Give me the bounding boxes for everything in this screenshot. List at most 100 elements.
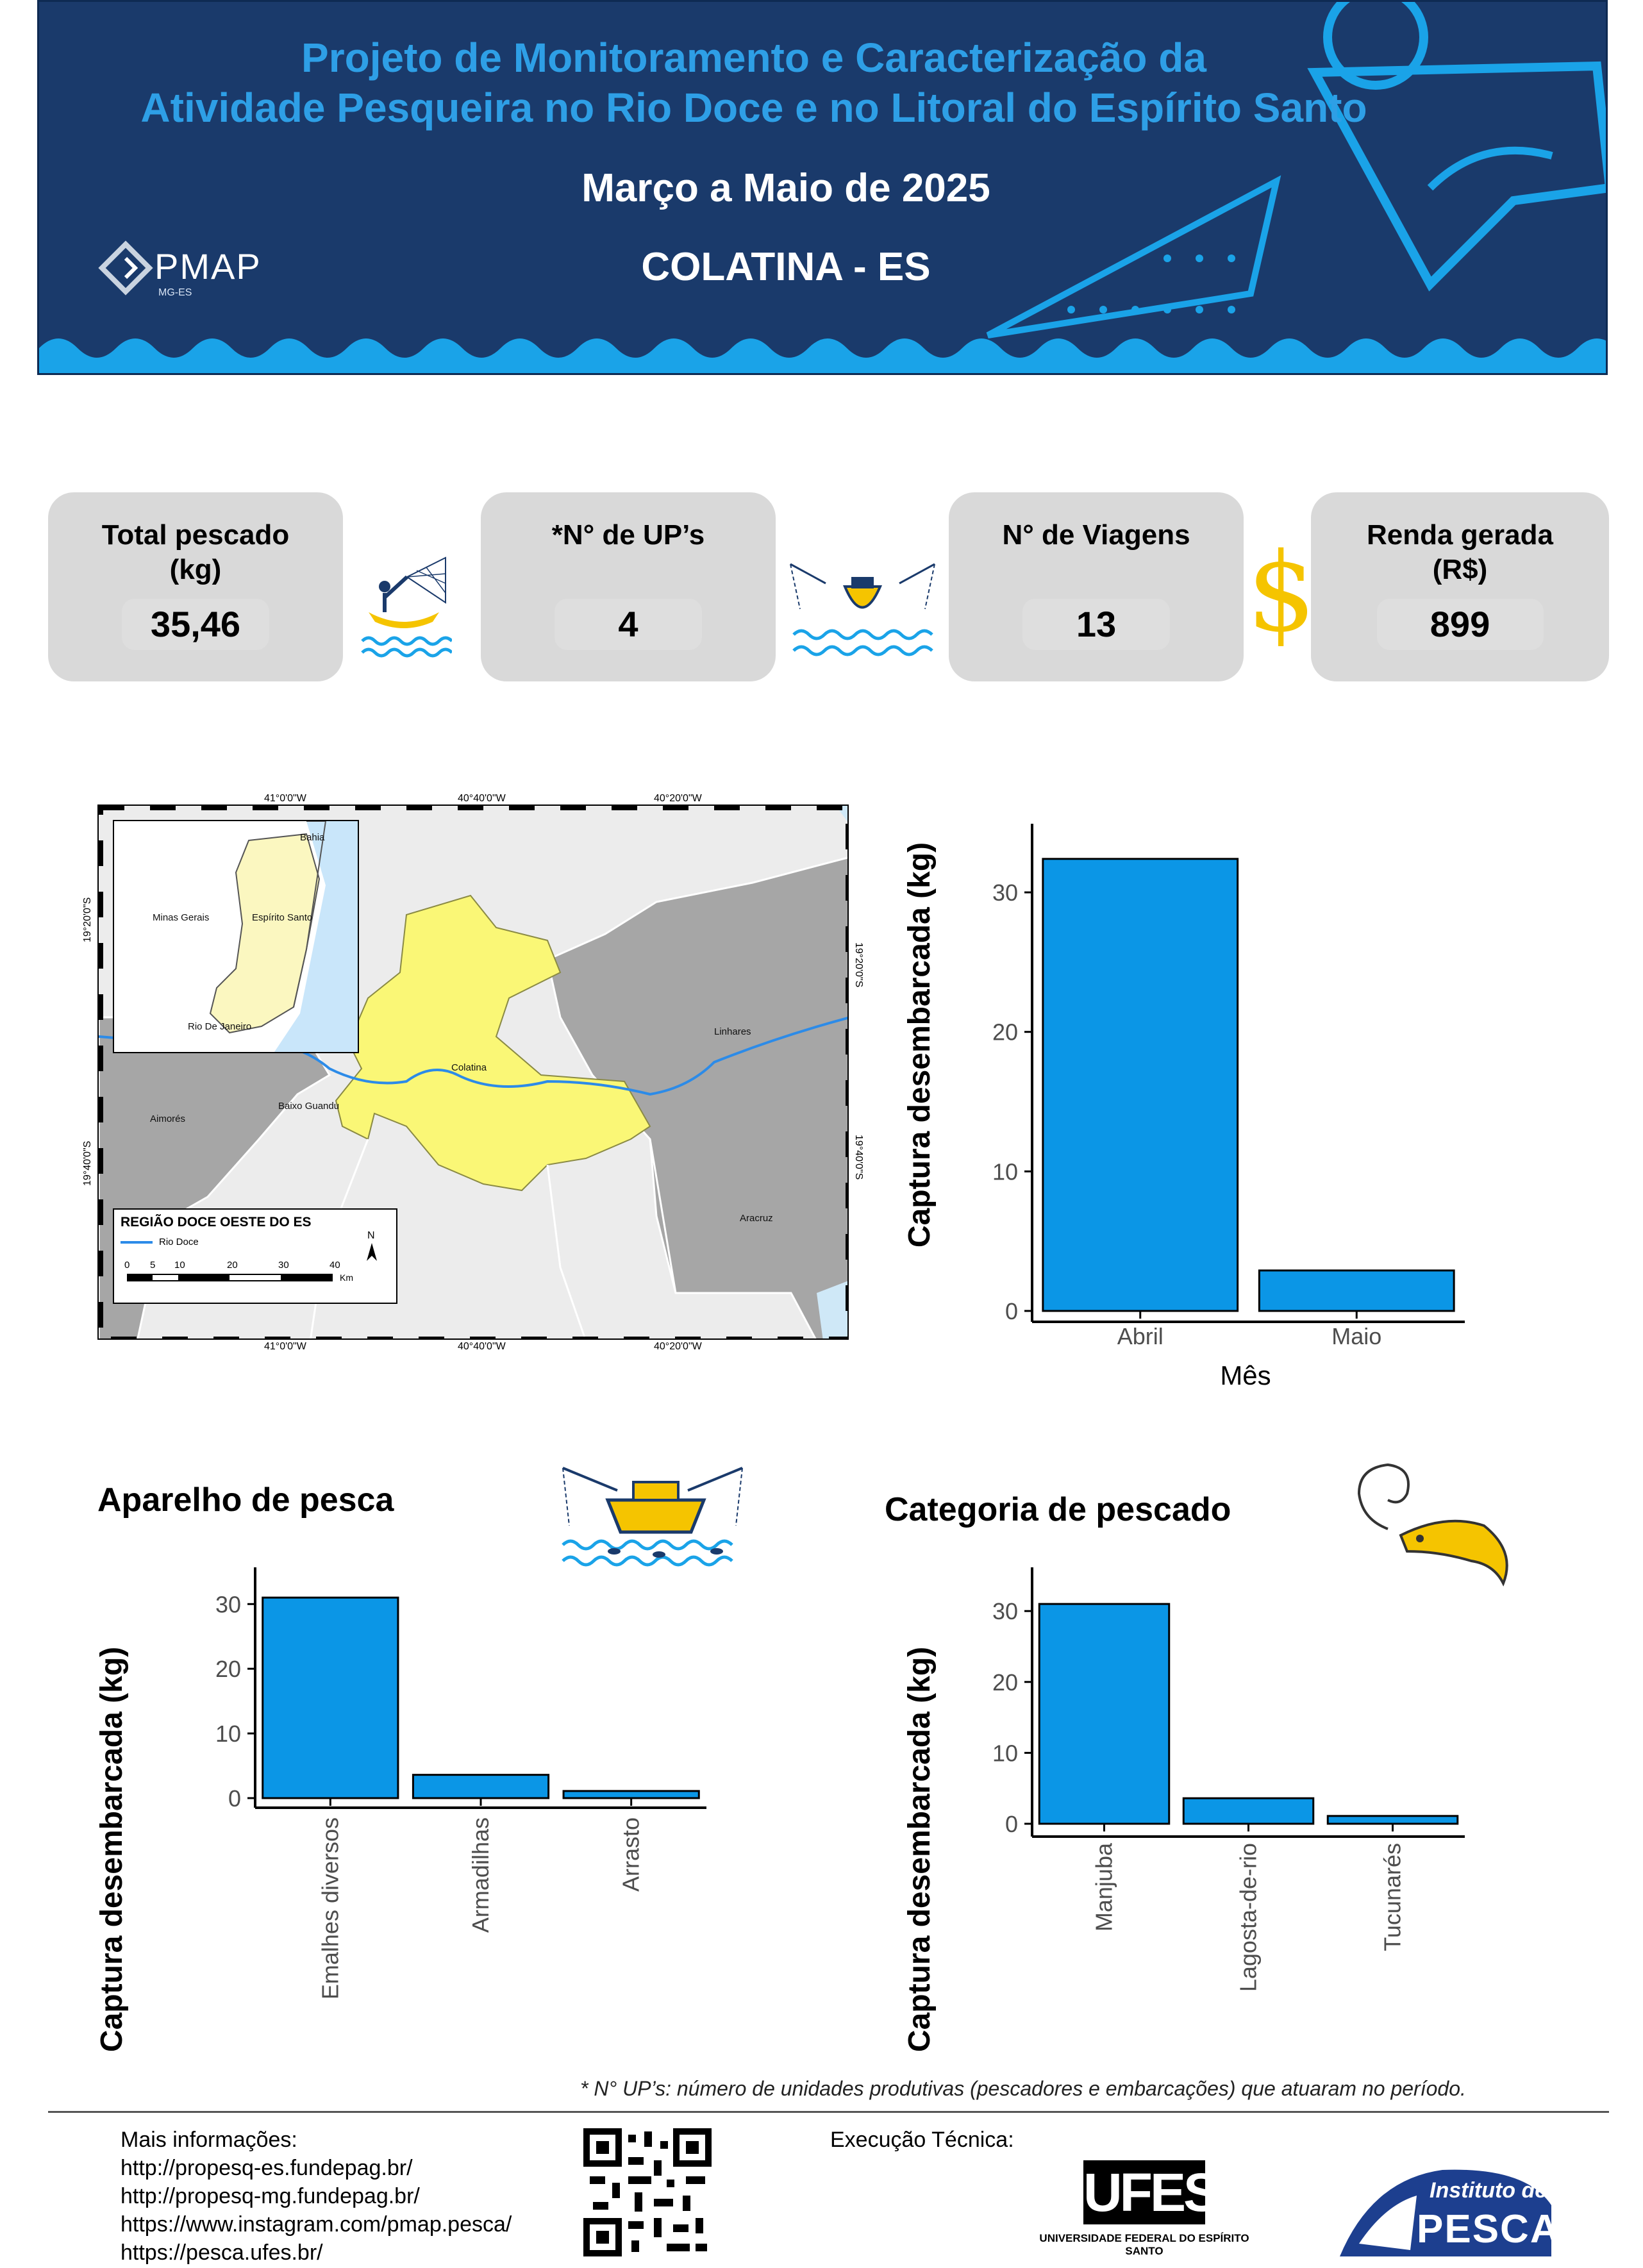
chart-category-bars (1038, 1603, 1459, 1825)
pmap-diamond-icon (98, 240, 153, 296)
chart-gear-xticks: Emalhes diversos Armadilhas Arrasto (317, 1798, 644, 1999)
lat-label-left-2: 19°40'0"S (82, 1141, 94, 1186)
chart-capture-by-month: Captura desembarcada (kg) 0 10 20 30 Abril M… (903, 824, 1465, 1390)
footer-link[interactable]: https://www.instagram.com/pmap.pesca/ (121, 2212, 512, 2237)
x-tick-label: Arrasto (618, 1817, 644, 1892)
shrimp-icon (1357, 1463, 1508, 1587)
header-title-line1: Projeto de Monitoramento e Caracterizaçã… (301, 35, 1206, 81)
inset-canvas: Bahia Minas Gerais Espírito Santo Rio De… (153, 821, 358, 1052)
scale-bar (127, 1274, 333, 1281)
qr-code-icon[interactable] (583, 2128, 712, 2256)
instituto-de-pesca-logo: Instituto de PESCA (1333, 2167, 1560, 2263)
wave-decoration (39, 338, 1606, 373)
chart-month-yticks: 0 10 20 30 (992, 880, 1032, 1324)
pmap-logo-text: PMAP (154, 246, 262, 287)
stat-label-unit: (kg) (169, 554, 222, 585)
legend-river-swatch (121, 1241, 153, 1244)
y-tick-label: 10 (215, 1721, 241, 1747)
stat-num-ups: *N° de UP’s 4 (481, 492, 776, 681)
y-tick-label: 10 (992, 1740, 1018, 1766)
lat-label-right-1: 19°20'0"S (853, 942, 864, 987)
chart-gear-bars (262, 1596, 700, 1799)
trawler-boat-icon (790, 563, 935, 656)
lon-label: 40°40'0"W (458, 1341, 506, 1352)
footer-more-info-label: Mais informações: (121, 2128, 297, 2152)
y-tick-label: 20 (992, 1019, 1018, 1046)
header-banner: Projeto de Monitoramento e Caracterizaçã… (37, 0, 1608, 375)
place-aracruz: Aracruz (740, 1213, 773, 1224)
lon-label: 40°20'0"W (654, 1341, 702, 1352)
y-tick-label: 30 (215, 1591, 241, 1617)
lon-label: 41°0'0"W (264, 1341, 306, 1352)
legend-title: REGIÃO DOCE OESTE DO ES (121, 1215, 312, 1230)
scale-unit: Km (340, 1272, 353, 1283)
scale-labels: 0 5 10 20 30 40 (124, 1260, 374, 1272)
map-bottom-labels: 41°0'0"W 40°40'0"W 40°20'0"W (97, 1341, 849, 1354)
bar (262, 1596, 399, 1799)
chart-month-xlabel: Mês (1220, 1360, 1271, 1390)
north-arrow-shape (367, 1243, 377, 1261)
bar (1038, 1603, 1171, 1825)
y-tick-label: 30 (992, 880, 1018, 906)
place-aimores: Aimorés (150, 1113, 185, 1124)
chart-category-ylabel: Captura desembarcada (kg) (903, 1647, 937, 2052)
bar (1042, 858, 1239, 1312)
map-inset: Bahia Minas Gerais Espírito Santo Rio De… (113, 820, 359, 1053)
bar (562, 1790, 700, 1799)
y-tick-label: 10 (992, 1158, 1018, 1185)
ip-bottom-text: PESCA (1417, 2207, 1560, 2251)
x-tick-label: Tucunarés (1380, 1843, 1406, 1951)
x-tick-label: Lagosta-de-rio (1235, 1843, 1262, 1992)
footer-more-info: Mais informações: http://propesq-es.fund… (121, 2126, 512, 2267)
map-top-labels: 41°0'0"W 40°40'0"W 40°20'0"W (97, 793, 849, 806)
footer-link[interactable]: http://propesq-es.fundepag.br/ (121, 2156, 413, 2180)
footer-execution: Execução Técnica: (830, 2128, 1014, 2152)
map-legend: REGIÃO DOCE OESTE DO ES Rio Doce N 0 5 1… (113, 1208, 397, 1304)
lat-label: 19°40'0"S (853, 1135, 864, 1180)
sun-icon (1323, 2, 1428, 90)
inset-bahia: Bahia (300, 832, 325, 843)
footer-divider (48, 2111, 1609, 2113)
stat-renda-gerada: Renda gerada (R$) 899 (1311, 492, 1609, 681)
footnote: * N° UP’s: número de unidades produtivas… (580, 2077, 1466, 2100)
chart-month-xticks: Abril Maio (1117, 1311, 1381, 1349)
ufes-logo: UFES UNIVERSIDADE FEDERAL DO ESPÍRITO SA… (1019, 2160, 1269, 2257)
y-tick-label: 20 (992, 1669, 1018, 1696)
lon-label: 40°40'0"W (458, 793, 506, 804)
chart-capture-by-category: Captura desembarcada (kg) 0 10 20 30 Manjub… (903, 1567, 1465, 2052)
scale-tick: 20 (227, 1260, 238, 1271)
scale-tick: 10 (174, 1260, 185, 1271)
fisherman-net-icon (361, 556, 452, 658)
dollar-icon: $ (1247, 529, 1317, 656)
stat-label-unit: (R$) (1432, 554, 1488, 585)
header-title-line2: Atividade Pesqueira no Rio Doce e no Lit… (140, 85, 1367, 131)
header-location: COLATINA - ES (641, 245, 931, 289)
lat-label: 19°20'0"S (82, 897, 93, 942)
lat-label: 19°20'0"S (853, 942, 864, 988)
y-tick-label: 0 (1005, 1298, 1018, 1324)
legend-item: Rio Doce (159, 1237, 199, 1247)
footer-link[interactable]: https://pesca.ufes.br/ (121, 2240, 323, 2265)
ip-top-text: Instituto de (1430, 2178, 1547, 2203)
y-tick-label: 0 (1005, 1811, 1018, 1837)
sail-icon (986, 175, 1281, 338)
ufes-logo-mark: UFES (1083, 2160, 1219, 2224)
lat-label: 19°40'0"S (82, 1140, 93, 1186)
bar (412, 1774, 550, 1799)
x-tick-label: Manjuba (1091, 1842, 1117, 1931)
x-tick-label: Maio (1331, 1323, 1381, 1349)
place-baixo-guandu: Baixo Guandu (278, 1101, 339, 1112)
place-colatina: Colatina (451, 1062, 487, 1073)
inset-rio-de-janeiro: Rio De Janeiro (188, 1021, 251, 1032)
north-arrow-icon: N (367, 1230, 375, 1241)
scale-tick: 40 (329, 1260, 340, 1271)
bar (1326, 1815, 1459, 1825)
chart-gear-yticks: 0 10 20 30 (215, 1591, 255, 1812)
chart-capture-by-gear: Captura desembarcada (kg) 0 10 20 30 Emalhe… (95, 1567, 706, 2052)
stat-value: 13 (1022, 599, 1170, 650)
x-tick-label: Abril (1117, 1323, 1163, 1349)
y-tick-label: 30 (992, 1598, 1018, 1624)
header-period: Março a Maio de 2025 (581, 166, 990, 210)
scale-tick: 30 (278, 1260, 289, 1271)
footer-link[interactable]: http://propesq-mg.fundepag.br/ (121, 2184, 420, 2208)
